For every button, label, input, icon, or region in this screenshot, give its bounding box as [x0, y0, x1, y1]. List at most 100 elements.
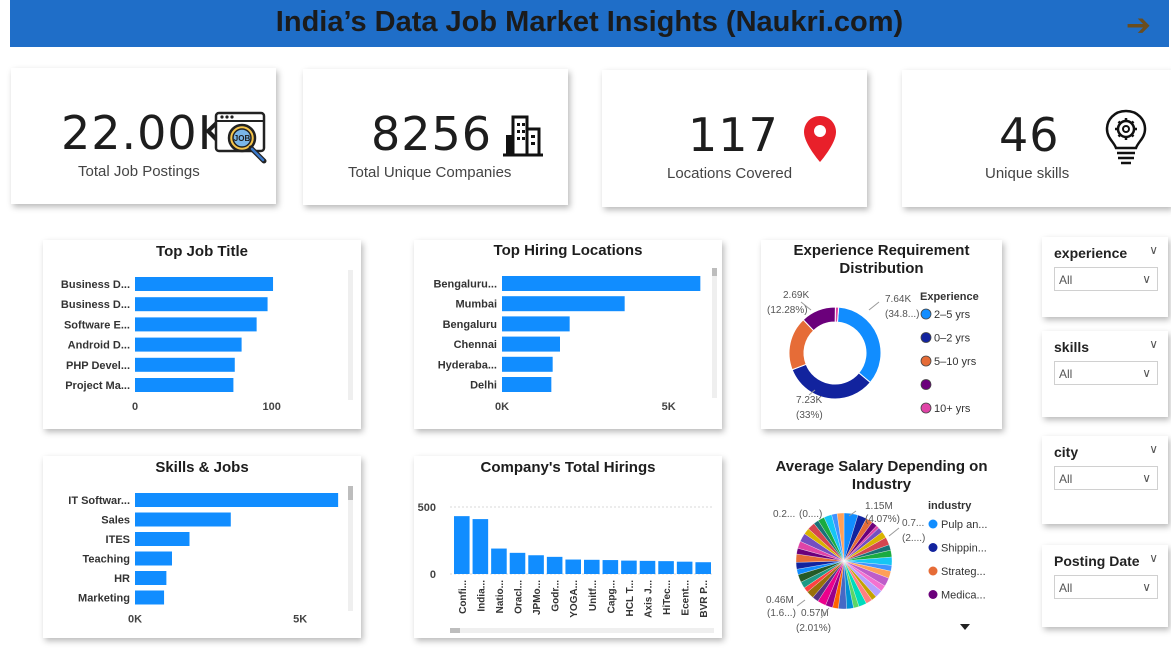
slicer-dropdown[interactable]: All ∨	[1054, 466, 1158, 490]
chevron-down-icon[interactable]: ∨	[1149, 243, 1158, 257]
slicer-city[interactable]: city ∨ All ∨	[1042, 436, 1168, 524]
legend-marker	[928, 543, 938, 552]
bar	[135, 532, 190, 546]
leader-line	[888, 527, 900, 537]
chevron-down-icon[interactable]: ∨	[1149, 337, 1158, 351]
chart-title: Top Hiring Locations	[493, 242, 643, 259]
data-label: (4.07%)	[865, 514, 900, 525]
slicer-dropdown[interactable]: All ∨	[1054, 575, 1158, 599]
legend-scroll-down-icon	[960, 624, 970, 630]
data-label: 7.23K	[796, 395, 822, 406]
kpi-label: Total Unique Companies	[348, 164, 512, 181]
lightbulb-gear-icon	[1103, 108, 1149, 173]
bar	[502, 356, 553, 372]
chart-title: Skills & Jobs	[155, 459, 249, 476]
bar	[658, 561, 674, 574]
chevron-down-icon[interactable]: ∨	[1149, 551, 1158, 565]
bar	[135, 297, 268, 312]
kpi-label: Locations Covered	[667, 165, 793, 182]
category-label: Mumbai	[455, 299, 497, 311]
kpi-label: Total Job Postings	[78, 163, 200, 180]
category-label: Android D...	[68, 340, 130, 352]
chevron-down-icon[interactable]: ∨	[1142, 366, 1151, 380]
tick-label: 0	[430, 569, 436, 581]
legend-label: 10+ yrs	[934, 403, 971, 415]
bar	[135, 277, 274, 291]
category-label: BVR P...	[699, 580, 710, 618]
data-label: (12.28%)	[767, 305, 808, 316]
category-label: Chennai	[454, 339, 497, 351]
slicer-experience[interactable]: experience ∨ All ∨	[1042, 237, 1168, 317]
category-label: Bengaluru	[443, 319, 497, 331]
bar	[502, 296, 625, 312]
scrollbar-thumb	[712, 268, 717, 276]
scrollbar-track	[450, 628, 714, 633]
legend-marker	[928, 590, 938, 599]
company-hirings-plot: 0 500 Confi... India... Natio... Oracl... JPMo…	[418, 502, 714, 633]
chevron-down-icon[interactable]: ∨	[1142, 471, 1151, 485]
bar	[676, 561, 693, 574]
slicer-dropdown[interactable]: All ∨	[1054, 361, 1158, 385]
top-job-title-plot: Business D... Business D... Software E... A…	[61, 270, 353, 413]
bar	[135, 512, 231, 527]
job-search-icon: JOB	[214, 109, 272, 172]
category-label: Business D...	[61, 299, 130, 311]
data-label: 0.2...	[773, 509, 795, 520]
tick-label: 500	[418, 502, 436, 514]
top-hiring-locations-plot: Bengaluru... Mumbai Bengaluru Chennai Hydera…	[433, 268, 717, 413]
slicer-title: Posting Date	[1054, 553, 1140, 569]
slicer-posting-date[interactable]: Posting Date ∨ All ∨	[1042, 545, 1168, 627]
data-label: 7.64K	[885, 294, 911, 305]
tick-label: 5K	[662, 401, 676, 413]
category-label: Confi...	[458, 580, 469, 614]
category-label: Teaching	[83, 554, 130, 566]
bar	[472, 519, 489, 574]
slice	[834, 306, 840, 323]
category-label: Software E...	[64, 319, 130, 331]
salary-pie-plot: 1.15M (4.07%) 0.7... (2....) 0.2... (0....) 0.…	[766, 500, 987, 634]
kpi-value: 46	[999, 108, 1060, 162]
data-label: 0.7...	[902, 518, 924, 529]
experience-donut-plot: 7.64K (34.8...) 7.23K (33%) 2.69K (12.28%) Exp…	[767, 290, 979, 421]
slicer-skills[interactable]: skills ∨ All ∨	[1042, 331, 1168, 417]
leader-line	[848, 510, 857, 517]
bar	[602, 560, 619, 574]
bar	[135, 357, 235, 372]
bar	[565, 559, 581, 574]
building-icon	[503, 113, 543, 162]
avg-salary-industry-chart: Average Salary Depending on Industry 1.1…	[761, 456, 1002, 638]
category-label: Marketing	[78, 593, 130, 605]
slice	[836, 306, 882, 384]
chevron-down-icon[interactable]: ∨	[1149, 442, 1158, 456]
bar	[502, 336, 560, 352]
skills-jobs-plot: IT Softwar... Sales ITES Teaching HR Marketin…	[68, 486, 353, 626]
kpi-card-companies: 8256 Total Unique Companies	[303, 69, 568, 205]
arrow-right-icon[interactable]: ➔	[1125, 9, 1151, 42]
leader-line	[820, 607, 830, 619]
chevron-down-icon[interactable]: ∨	[1142, 272, 1151, 286]
tick-label: 0K	[495, 401, 509, 413]
category-label: YOGA...	[569, 580, 580, 618]
data-label: 0.46M	[766, 595, 794, 606]
tick-label: 100	[262, 401, 280, 413]
chevron-down-icon[interactable]: ∨	[1142, 580, 1151, 594]
bar	[502, 276, 701, 291]
kpi-value: 117	[688, 108, 779, 162]
slicer-dropdown[interactable]: All ∨	[1054, 267, 1158, 291]
category-label: Bengaluru...	[433, 279, 497, 291]
leader-line	[868, 301, 880, 311]
bar	[695, 562, 711, 574]
category-label: IT Softwar...	[68, 495, 130, 507]
legend-label: 5–10 yrs	[934, 356, 977, 368]
skills-jobs-chart: Skills & Jobs IT Softwar... Sales ITES Teac…	[43, 456, 361, 638]
slicer-title: city	[1054, 444, 1079, 460]
category-label: Sales	[101, 515, 130, 527]
legend-label: Strateg...	[941, 566, 986, 578]
legend-marker	[920, 402, 932, 414]
data-label: (2....)	[902, 533, 925, 544]
kpi-card-job-postings: 22.00K Total Job Postings JOB	[11, 68, 276, 204]
kpi-value: 8256	[371, 107, 493, 161]
bar	[454, 516, 470, 574]
bar	[491, 548, 507, 574]
category-label: JPMo...	[532, 580, 543, 615]
